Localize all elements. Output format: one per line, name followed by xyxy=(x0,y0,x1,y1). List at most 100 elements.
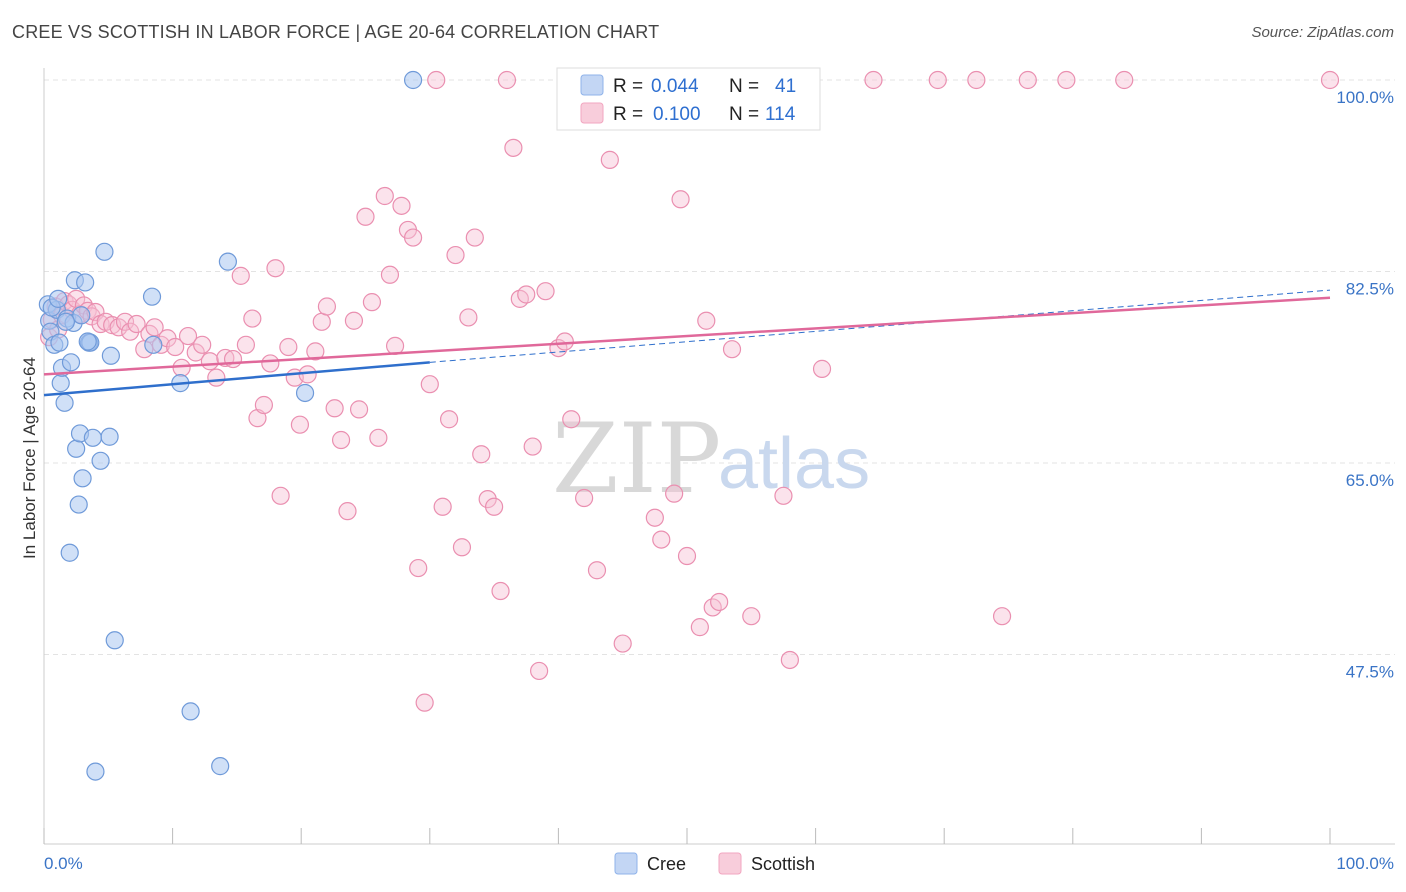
scottish-point-34 xyxy=(223,349,243,369)
chart-title: CREE VS SCOTTISH IN LABOR FORCE | AGE 20… xyxy=(12,22,660,42)
scottish-point-94 xyxy=(652,530,671,549)
cree-point-37 xyxy=(49,289,68,308)
cree-point-34 xyxy=(295,383,315,403)
cree-point-38 xyxy=(72,306,91,325)
scottish-point-65 xyxy=(415,693,434,712)
watermark-zip: ZIP xyxy=(552,403,721,515)
series-legend-swatch-cree xyxy=(614,852,638,875)
y-tick-labels: 100.0% 82.5% 65.0% 47.5% xyxy=(1336,88,1394,682)
legend-swatch-scottish xyxy=(580,102,604,124)
scottish-point-59 xyxy=(380,265,400,284)
scottish-point-103 xyxy=(742,607,761,626)
cree-trend-line xyxy=(43,361,430,397)
legend-r-value-scottish: 0.100 xyxy=(653,104,701,125)
scottish-point-49 xyxy=(317,297,337,316)
scottish-point-51 xyxy=(331,430,351,450)
scottish-point-63 xyxy=(403,228,423,247)
scottish-point-73 xyxy=(465,228,484,247)
cree-point-17 xyxy=(73,469,92,488)
scottish-point-89 xyxy=(587,561,607,580)
scottish-point-96 xyxy=(671,190,690,209)
scottish-point-98 xyxy=(690,618,709,637)
cree-trend-dashed xyxy=(429,289,1331,363)
scottish-point-107 xyxy=(812,359,832,378)
cree-point-35 xyxy=(403,70,423,90)
trend-lines xyxy=(43,289,1331,397)
scottish-point-57 xyxy=(369,428,388,447)
cree-point-27 xyxy=(105,631,124,650)
cree-point-14 xyxy=(67,439,86,458)
scottish-point-97 xyxy=(677,546,697,566)
legend-n-label-cree: N = xyxy=(729,76,759,97)
cree-point-24 xyxy=(95,242,114,261)
scottish-point-78 xyxy=(497,70,517,90)
scottish-point-35 xyxy=(231,266,250,285)
scottish-point-43 xyxy=(279,337,298,357)
scottish-point-111 xyxy=(992,607,1012,626)
scottish-point-67 xyxy=(427,70,446,90)
scottish-point-83 xyxy=(530,661,549,681)
cree-point-6 xyxy=(51,374,70,393)
scottish-point-48 xyxy=(312,312,331,331)
y-tick-label-3: 47.5% xyxy=(1346,663,1394,682)
scottish-point-64 xyxy=(409,558,428,578)
legend-n-label-scottish: N = xyxy=(729,104,759,125)
scottish-point-95 xyxy=(665,484,684,503)
stats-legend: R = 0.044 N = 41 R = 0.100 N = 114 xyxy=(556,67,821,131)
cree-point-18 xyxy=(76,273,95,292)
cree-point-11 xyxy=(61,353,81,372)
scottish-trend-line xyxy=(43,296,1331,376)
series-legend-swatch-scottish xyxy=(718,852,742,875)
scottish-point-93 xyxy=(645,508,664,527)
scottish-point-108 xyxy=(864,70,883,90)
scottish-point-68 xyxy=(433,497,452,516)
series-legend: Cree Scottish xyxy=(614,852,815,875)
scottish-point-31 xyxy=(200,352,219,371)
scottish-point-76 xyxy=(485,497,504,516)
cree-point-33 xyxy=(218,252,237,271)
cree-point-39 xyxy=(78,332,97,351)
legend-swatch-cree xyxy=(580,74,604,96)
scottish-point-74 xyxy=(472,445,491,464)
x-tick-labels: 0.0% 100.0% xyxy=(44,854,1394,873)
scottish-point-115 xyxy=(1320,70,1340,90)
cree-point-31 xyxy=(181,702,200,721)
cree-point-32 xyxy=(211,757,230,776)
scottish-point-41 xyxy=(266,259,285,278)
scottish-point-58 xyxy=(375,186,394,206)
scottish-point-79 xyxy=(504,138,523,157)
grid-lines xyxy=(44,79,1395,655)
cree-point-23 xyxy=(91,451,110,470)
scottish-point-82 xyxy=(523,437,542,456)
scottish-point-26 xyxy=(166,337,185,357)
scottish-point-69 xyxy=(439,410,459,429)
scottish-point-88 xyxy=(575,488,594,508)
scottish-point-106 xyxy=(780,650,799,670)
scottish-point-30 xyxy=(193,335,212,354)
scottish-point-66 xyxy=(420,375,439,394)
scottish-point-39 xyxy=(254,395,274,415)
scottish-point-42 xyxy=(271,486,290,505)
scottish-point-37 xyxy=(243,309,262,328)
scottish-point-102 xyxy=(722,340,742,359)
scottish-point-56 xyxy=(362,293,382,312)
scottish-point-45 xyxy=(290,415,310,434)
cree-points xyxy=(38,70,423,781)
scottish-point-113 xyxy=(1057,70,1076,90)
axes xyxy=(43,68,1395,845)
scottish-point-101 xyxy=(710,592,729,612)
cree-point-8 xyxy=(55,393,74,412)
scottish-points xyxy=(40,70,1340,712)
scottish-point-84 xyxy=(536,282,555,301)
legend-n-value-cree: 41 xyxy=(775,76,796,97)
x-tick-label-1: 100.0% xyxy=(1336,854,1394,873)
scottish-point-54 xyxy=(349,400,369,419)
scottish-point-40 xyxy=(261,354,280,373)
legend-r-label-cree: R = xyxy=(613,76,643,97)
cree-point-21 xyxy=(83,428,102,447)
cree-point-29 xyxy=(144,335,163,354)
legend-r-label-scottish: R = xyxy=(613,104,643,125)
cree-point-26 xyxy=(101,346,120,365)
scottish-point-50 xyxy=(325,399,344,418)
